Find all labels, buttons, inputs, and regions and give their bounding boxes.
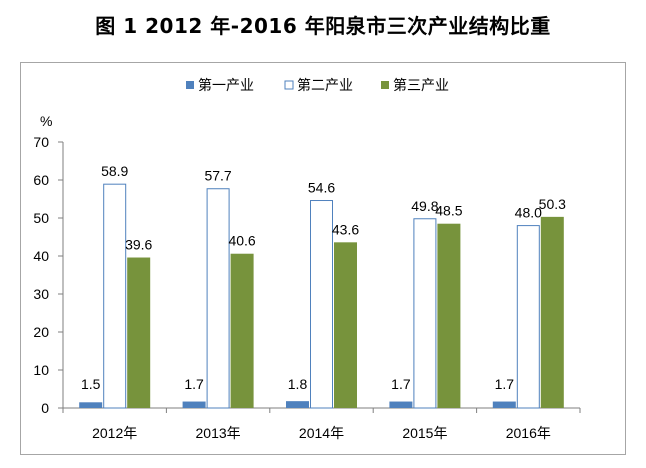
bar-series-2 — [103, 183, 127, 409]
data-label: 58.9 — [101, 163, 128, 179]
legend-swatch — [381, 81, 389, 89]
y-tick-label: 50 — [33, 210, 49, 226]
bar-series-3 — [127, 257, 151, 408]
data-label: 1.7 — [391, 376, 411, 392]
bar-series-1 — [389, 401, 413, 408]
bar-series-2 — [413, 218, 437, 409]
y-tick-label: 60 — [33, 172, 49, 188]
figure-title: 图 1 2012 年-2016 年阳泉市三次产业结构比重 — [95, 14, 551, 38]
data-label: 48.5 — [435, 203, 462, 219]
bar-series-3 — [540, 216, 564, 408]
bar-series-3 — [334, 242, 357, 408]
y-tick-label: 30 — [33, 286, 49, 302]
x-tick-label: 2013年 — [196, 425, 241, 441]
y-tick-label: 0 — [41, 400, 49, 416]
data-label: 40.6 — [228, 233, 255, 249]
data-label: 1.8 — [288, 376, 308, 392]
bar-series-2 — [516, 225, 540, 409]
data-label: 1.7 — [184, 376, 204, 392]
data-label: 43.6 — [332, 221, 359, 237]
bars — [79, 183, 564, 409]
legend-swatch — [284, 80, 294, 90]
legend-label: 第一产业 — [198, 77, 254, 94]
y-tick-label: 10 — [33, 362, 49, 378]
bar-series-1 — [286, 401, 309, 408]
data-label: 50.3 — [539, 196, 566, 212]
chart-frame — [20, 62, 626, 455]
y-tick-label: 40 — [33, 248, 49, 264]
y-axis: 0 10 20 30 40 50 60 70 — [33, 134, 64, 416]
bar-series-1 — [182, 401, 206, 408]
x-tick-label: 2015年 — [402, 425, 447, 441]
legend-label: 第二产业 — [297, 77, 353, 94]
y-axis-label: % — [40, 113, 52, 129]
legend-label: 第三产业 — [393, 77, 449, 94]
y-tick-label: 70 — [33, 134, 49, 150]
y-tick-label: 20 — [33, 324, 49, 340]
data-label: 1.5 — [81, 376, 101, 392]
data-label: 49.8 — [411, 198, 438, 214]
legend: 第一产业 第二产业 第三产业 — [186, 77, 449, 94]
bar-series-2 — [206, 188, 230, 409]
bar-series-2 — [310, 200, 333, 409]
data-label: 48.0 — [515, 205, 542, 221]
bar-series-1 — [492, 401, 516, 408]
data-label: 54.6 — [308, 180, 335, 196]
data-label: 39.6 — [125, 237, 152, 253]
data-label: 1.7 — [495, 376, 515, 392]
bar-series-1 — [79, 402, 103, 408]
data-labels: 1.5 1.7 1.8 1.7 1.7 58.9 57.7 54.6 49.8 48.0 39.6 4… — [81, 163, 566, 392]
bar-series-3 — [230, 253, 254, 408]
x-tick-label: 2012年 — [92, 425, 137, 441]
x-axis: 2012年 2013年 2014年 2015年 2016年 — [62, 407, 581, 441]
data-label: 57.7 — [204, 168, 231, 184]
legend-swatch — [186, 81, 194, 89]
bar-series-3 — [437, 223, 461, 408]
x-tick-label: 2014年 — [299, 425, 344, 441]
x-tick-label: 2016年 — [506, 425, 551, 441]
